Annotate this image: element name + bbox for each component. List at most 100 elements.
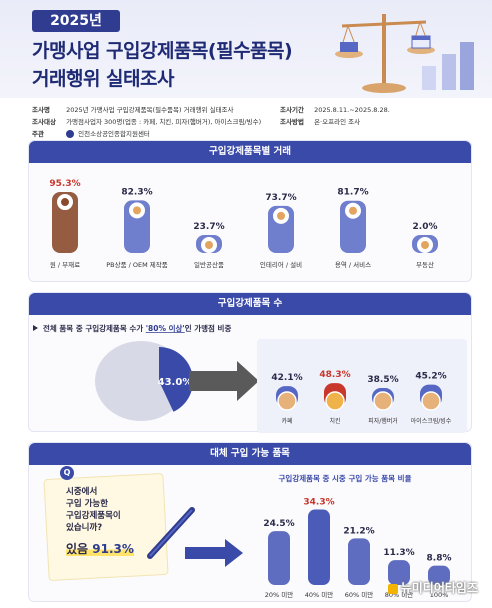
- watermark-text: 뉴미디어타임즈: [400, 581, 478, 595]
- pie-slice: [159, 347, 194, 412]
- item-count-chart: 전체 품목 중 구입강제품목 수가 '80% 이상'인 가맹점 비중 43.0%…: [33, 323, 467, 433]
- section-purchase-by-item: 구입강제품목별 거래 95.3% 원 / 부재료 82.3% PB상품 / OEM 제…: [28, 140, 472, 282]
- question-text: 시중에서 구입 가능한 구입강제품목이 있습니까?: [66, 486, 166, 534]
- bar: [268, 531, 290, 585]
- question-badge: Q: [60, 466, 74, 480]
- section-heading: 구입강제품목 수: [29, 293, 471, 315]
- header: 2025년 가맹사업 구입강제품목(필수품목) 거래행위 실태조사: [0, 0, 492, 98]
- data-label: 38.5%: [367, 375, 398, 385]
- info-row-name: 조사명 2025년 가맹사업 구입강제품목(필수품목) 거래행위 실태조사: [32, 105, 234, 115]
- arrow-icon: [185, 539, 243, 567]
- data-label: 48.3%: [319, 370, 350, 380]
- data-label: 45.2%: [415, 372, 446, 382]
- question-line: 구입 가능한: [66, 499, 109, 509]
- answer-text: 있음 91.3%: [66, 540, 134, 557]
- category-label: 40% 미만: [305, 590, 333, 599]
- info-row-target: 조사대상 가맹점사업자 300명(업종 : 카페, 치킨, 피자(햄버거), 아…: [32, 117, 261, 127]
- data-label: 34.3%: [303, 498, 334, 508]
- watermark-logo-icon: [387, 583, 398, 594]
- category-label: 원 / 부재료: [50, 260, 80, 269]
- section-item-count: 구입강제품목 수 전체 품목 중 구입강제품목 수가 '80% 이상'인 가맹점…: [28, 292, 472, 433]
- info-row-period: 조사기간 2025.8.11.~2025.8.28.: [280, 105, 390, 115]
- icon-dot: [205, 241, 213, 249]
- data-label: 2.0%: [413, 222, 438, 232]
- info-value: 온·오프라인 조사: [314, 118, 361, 126]
- category-label: 80% 미만: [385, 590, 413, 599]
- info-label: 조사방법: [280, 118, 304, 126]
- answer-prefix: 있음: [66, 542, 93, 556]
- info-label: 조사명: [32, 106, 50, 114]
- data-label: 82.3%: [121, 187, 152, 197]
- watermark: 뉴미디어타임즈: [387, 579, 478, 596]
- info-value: 가맹점사업자 300명(업종 : 카페, 치킨, 피자(햄버거), 아이스크림/…: [66, 118, 262, 126]
- info-label: 조사기간: [280, 106, 304, 114]
- question-line: 있습니까?: [66, 523, 103, 533]
- section-heading: 대체 구입 가능 품목: [29, 443, 471, 465]
- category-label: 20% 미만: [265, 590, 293, 599]
- section-heading: 구입강제품목별 거래: [29, 141, 471, 163]
- bar: [388, 560, 410, 585]
- data-label: 11.3%: [383, 548, 414, 558]
- icon-dot: [421, 241, 429, 249]
- item-capsule-chart: 95.3% 원 / 부재료 82.3% PB상품 / OEM 제작품 23.7% 일반공산…: [49, 179, 438, 269]
- category-label: 100%: [430, 591, 449, 599]
- bar: [348, 538, 370, 585]
- note-suffix: 인 가맹점 비중: [185, 323, 232, 333]
- year-badge: 2025년: [32, 10, 120, 32]
- section2-note: 전체 품목 중 구입강제품목 수가 '80% 이상'인 가맹점 비중: [43, 323, 231, 333]
- question-line: 시중에서: [66, 487, 98, 497]
- pie-label: 43.0%: [158, 377, 193, 388]
- chart3-title: 구입강제품목 중 시중 구입 가능 품목 비율: [279, 473, 412, 483]
- category-label: 60% 미만: [345, 590, 373, 599]
- arrow-icon: [189, 361, 259, 401]
- category-label: 카페: [281, 417, 292, 425]
- category-label: 용역 / 서비스: [335, 260, 371, 269]
- category-label: 부동산: [416, 260, 434, 269]
- note-highlight: '80% 이상': [146, 323, 185, 333]
- info-value: 인천소상공인종합지원센터: [78, 130, 150, 138]
- info-label: 주관: [32, 130, 44, 138]
- icon-dot: [349, 206, 357, 215]
- category-label: 인테리어 / 설비: [260, 260, 302, 269]
- bar: [428, 565, 450, 585]
- info-value: 2025년 가맹사업 구입강제품목(필수품목) 거래행위 실태조사: [66, 106, 234, 114]
- title-line-2: 거래행위 실태조사: [32, 68, 174, 90]
- capsule-panel: [257, 339, 467, 433]
- info-row-method: 조사방법 온·오프라인 조사: [280, 117, 360, 127]
- info-row-host: 주관 인천소상공인종합지원센터: [32, 129, 150, 139]
- data-label: 81.7%: [337, 188, 368, 198]
- note-bullet-icon: [33, 325, 38, 331]
- bar: [308, 509, 330, 585]
- data-label: 24.5%: [263, 519, 294, 529]
- info-label: 조사대상: [32, 118, 56, 126]
- note-prefix: 전체 품목 중 구입강제품목 수가: [43, 323, 146, 333]
- category-label: PB상품 / OEM 제작품: [106, 260, 168, 269]
- category-label: 치킨: [329, 417, 340, 425]
- data-label: 23.7%: [193, 222, 224, 232]
- title-line-1: 가맹사업 구입강제품목(필수품목): [32, 40, 293, 62]
- icon-dot: [61, 198, 69, 207]
- organization-logo-icon: [66, 130, 75, 138]
- category-label: 일반공산품: [194, 260, 224, 269]
- data-label: 21.2%: [343, 526, 374, 536]
- pen-icon: [147, 507, 195, 559]
- burger-icon: [373, 391, 393, 411]
- capsule-bar: [52, 192, 78, 253]
- answer-value: 91.3%: [92, 542, 134, 556]
- question-line: 구입강제품목이: [66, 511, 121, 521]
- data-label: 73.7%: [265, 193, 296, 203]
- coffee-cup-icon: [277, 391, 297, 411]
- chicken-icon: [325, 391, 345, 411]
- scale-illustration-icon: [335, 14, 474, 93]
- icon-dot: [277, 211, 285, 220]
- category-label: 피자/햄버거: [368, 417, 398, 425]
- data-label: 42.1%: [271, 373, 302, 383]
- answer-highlight: 있음 91.3%: [66, 542, 134, 556]
- ice-cream-icon: [421, 391, 441, 411]
- category-label: 아이스크림/빙수: [411, 417, 452, 425]
- alternative-bar-chart: 구입강제품목 중 시중 구입 가능 품목 비율 24.5% 20% 미만 34.3%…: [185, 473, 451, 599]
- data-label: 95.3%: [49, 179, 80, 189]
- icon-dot: [133, 206, 141, 215]
- info-value: 2025.8.11.~2025.8.28.: [314, 106, 390, 114]
